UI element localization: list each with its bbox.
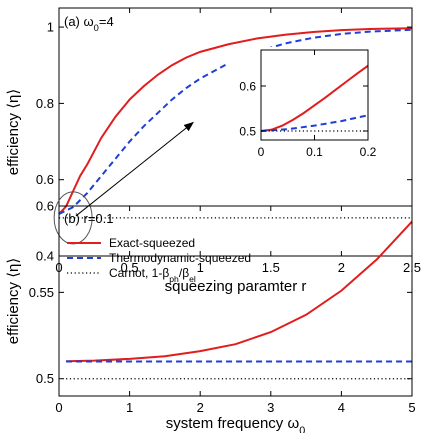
inset-ytick-label: 0.5	[239, 125, 256, 139]
panel-a-xtick-label: 1	[197, 260, 204, 275]
inset-ticks: 0 0.1 0.2 0.5 0.6	[239, 50, 377, 159]
legend-label-2: Carnot, 1-βph​/βel​	[109, 266, 196, 284]
panel-b-xtick-label: 1	[126, 400, 133, 415]
legend-label-1: Thermodynamic-squeezed	[109, 251, 251, 265]
panel-a-annotation: (a) ω0​=4	[64, 14, 114, 33]
panel-a-y-axis-label: efficiency ⟨η⟩	[5, 89, 22, 175]
panel-b-ytick-label: 0.6	[36, 199, 54, 214]
panel-b-ticks: 0 1 2 3 4 5 0.5 0.55 0.6	[29, 199, 416, 416]
panel-a-series	[58, 27, 413, 219]
panel-b-ytick-label: 0.55	[29, 285, 54, 300]
panel-b-annotation: (b) r=0.1	[64, 211, 114, 226]
panel-b-frame	[58, 205, 413, 397]
panel-b: 0 1 2 3 4 5 0.5 0.55 0.6 (b) r=0.1 Exact-squeeze…	[5, 199, 416, 433]
panel-a-ytick-label: 0.4	[36, 249, 54, 264]
panel-a: 00.511.522.50.40.60.81 (a) ω0​=4 squeezi…	[5, 7, 421, 295]
panel-b-series	[66, 220, 413, 380]
panel-b-xtick-label: 2	[197, 400, 204, 415]
panel-a-ytick-label: 0.6	[36, 172, 54, 187]
panel-a-xtick-label: 1.5	[262, 260, 280, 275]
panel-b-legend: Exact-squeezedThermodynamic-squeezedCarn…	[67, 236, 251, 284]
zoom-arrow	[75, 121, 194, 217]
panel-a-frame	[58, 7, 413, 257]
panel-b-series-line-0	[66, 220, 413, 363]
panel-b-xtick-label: 3	[267, 400, 274, 415]
panel-b-xtick-label: 4	[338, 400, 345, 415]
panel-a-x-axis-label: squeezing paramter r	[165, 278, 307, 295]
inset-ytick-label: 0.6	[239, 80, 256, 94]
panel-b-xtick-label: 5	[408, 400, 415, 415]
panel-a-series-line-0	[58, 27, 413, 215]
panel-b-ytick-label: 0.5	[36, 371, 54, 386]
panel-b-xtick-label: 0	[55, 400, 62, 415]
inset-series-line-1	[260, 114, 369, 132]
panel-b-y-axis-label: efficiency ⟨η⟩	[5, 258, 22, 344]
panel-a-ytick-label: 0.8	[36, 96, 54, 111]
panel-b-x-axis-label: system frequency ω0​	[166, 415, 305, 433]
legend-label-0: Exact-squeezed	[109, 236, 195, 250]
panel-a-xtick-label: 0.5	[121, 260, 139, 275]
inset-series	[260, 64, 369, 132]
inset-plot: 0 0.1 0.2 0.5 0.6	[226, 47, 381, 159]
inset-xtick-label: 0.1	[306, 145, 323, 159]
panel-a-xtick-label: 2	[338, 260, 345, 275]
panel-a-series-line-1	[58, 28, 413, 215]
inset-xtick-label: 0	[258, 145, 265, 159]
inset-xtick-label: 0.2	[360, 145, 377, 159]
panel-a-ytick-label: 1	[47, 20, 54, 35]
inset-series-line-0	[260, 64, 369, 132]
inset-background	[226, 47, 381, 159]
